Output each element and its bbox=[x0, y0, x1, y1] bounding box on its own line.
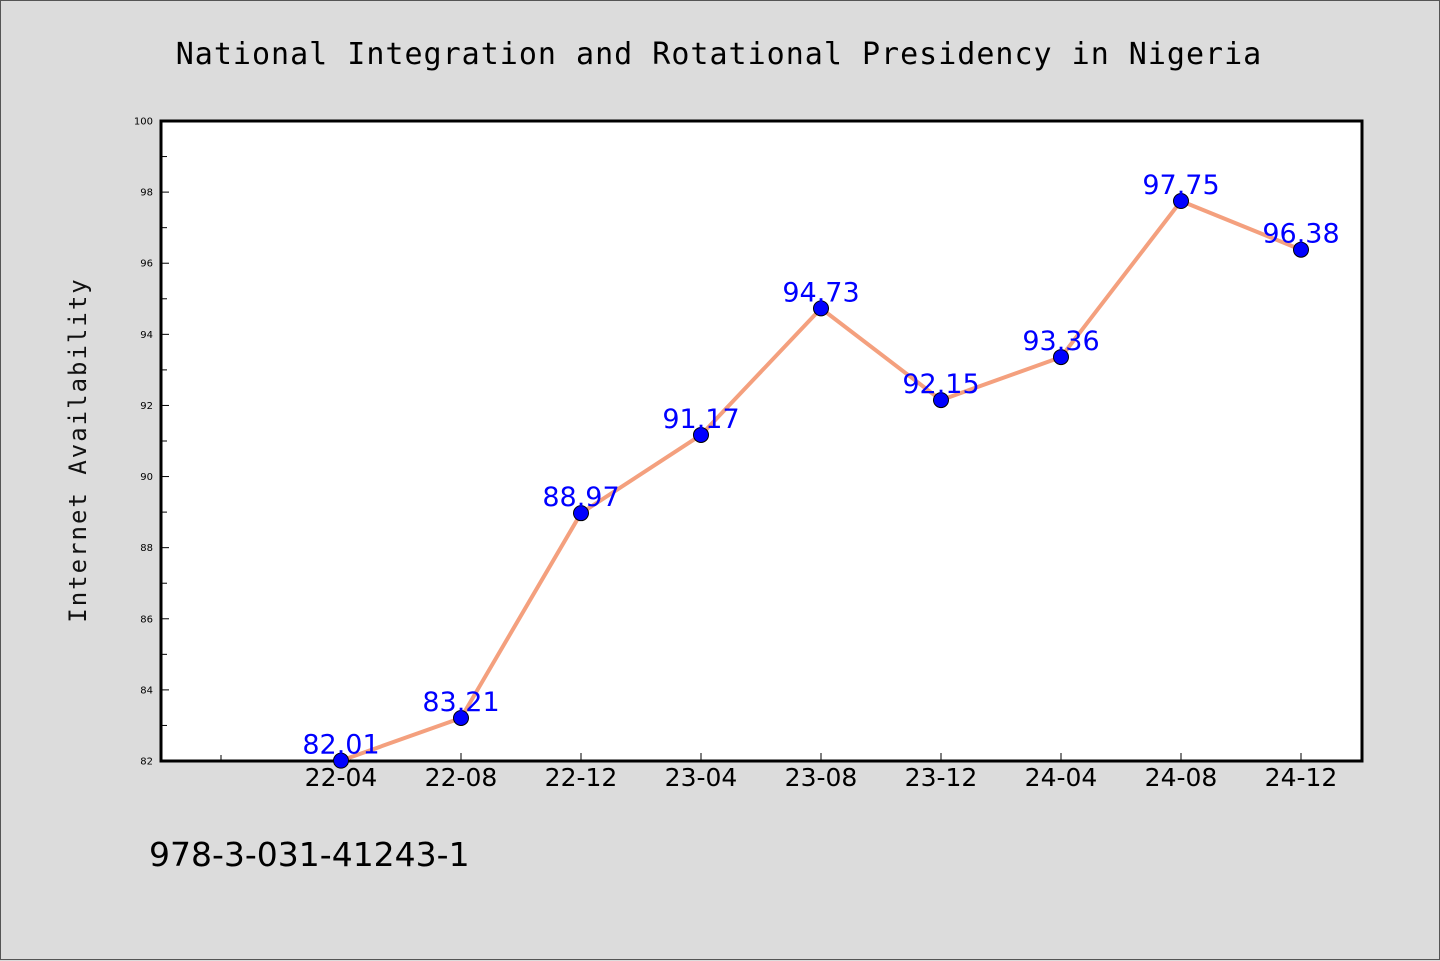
x-axis: 22-04 22-08 22-12 23-04 23-08 23-12 24-04 24-08… bbox=[220, 753, 1338, 792]
x-tick-label: 23-08 bbox=[785, 763, 858, 792]
y-tick-label: 88 bbox=[140, 543, 153, 554]
x-tick-label: 22-08 bbox=[425, 763, 498, 792]
y-axis: 82 84 86 88 90 92 94 96 98 100 bbox=[134, 117, 169, 768]
data-label: 91.17 bbox=[662, 404, 739, 435]
chart-title: National Integration and Rotational Pres… bbox=[176, 37, 1263, 72]
footnote: 978-3-031-41243-1 bbox=[149, 835, 470, 874]
y-tick-label: 90 bbox=[140, 472, 153, 483]
data-point bbox=[1293, 241, 1309, 258]
data-label: 97.75 bbox=[1142, 170, 1219, 201]
x-tick-label: 24-12 bbox=[1265, 763, 1338, 792]
y-tick-label: 98 bbox=[140, 188, 153, 199]
x-tick-label: 24-08 bbox=[1145, 763, 1218, 792]
data-point bbox=[1173, 193, 1189, 209]
data-label: 83.21 bbox=[422, 687, 499, 718]
y-axis-label: Internet Availability bbox=[64, 277, 92, 622]
x-tick-label: 24-04 bbox=[1025, 763, 1098, 792]
data-label: 93.36 bbox=[1022, 326, 1099, 357]
data-point bbox=[813, 300, 829, 317]
data-label: 94.73 bbox=[782, 277, 859, 308]
data-point bbox=[933, 392, 949, 409]
data-point bbox=[573, 505, 589, 522]
data-label: 96.38 bbox=[1262, 219, 1339, 250]
data-label: 88.97 bbox=[542, 482, 619, 513]
plot-border bbox=[159, 119, 1364, 763]
x-tick-label: 23-04 bbox=[665, 763, 738, 792]
data-point bbox=[693, 426, 709, 443]
y-tick-label: 94 bbox=[140, 330, 153, 341]
data-label: 92.15 bbox=[902, 369, 979, 400]
y-tick-label: 82 bbox=[140, 757, 153, 768]
y-tick-label: 84 bbox=[140, 685, 153, 696]
data-point bbox=[333, 752, 349, 769]
data-point bbox=[453, 709, 469, 726]
x-tick-label: 23-12 bbox=[905, 763, 978, 792]
y-tick-label: 86 bbox=[140, 614, 153, 625]
x-tick-label: 22-12 bbox=[545, 763, 618, 792]
series-layer: 82.01 83.21 88.97 91.17 94.73 92.15 93.36 97.75… bbox=[302, 170, 1340, 769]
data-label: 82.01 bbox=[302, 730, 379, 761]
y-tick-label: 92 bbox=[140, 401, 153, 412]
data-point bbox=[1053, 349, 1069, 366]
plot-area bbox=[161, 121, 1362, 761]
y-tick-label: 96 bbox=[140, 259, 153, 270]
y-tick-label: 100 bbox=[134, 117, 153, 128]
